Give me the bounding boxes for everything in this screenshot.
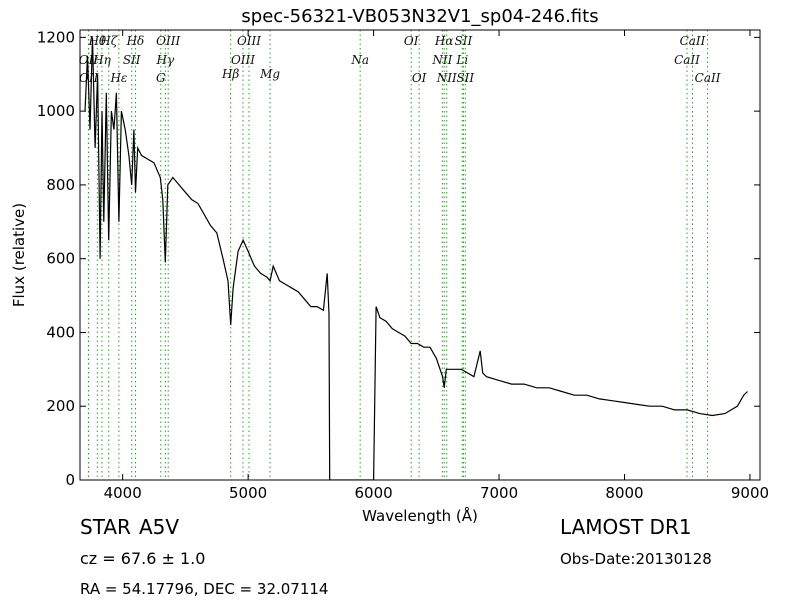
spectral-line-label: Hα (434, 34, 454, 48)
y-tick-label: 1200 (37, 28, 75, 46)
plot-frame (79, 29, 761, 481)
spectral-line-label: Hβ (221, 67, 239, 81)
spectral-line-label: NII (431, 53, 452, 67)
y-tick-label: 800 (46, 176, 75, 194)
annotation: Obs-Date:20130128 (560, 550, 712, 568)
y-tick-label: 200 (46, 397, 75, 415)
spectral-line-label: CaII (680, 34, 706, 48)
spectral-line-label: OIII (156, 34, 180, 48)
annotation: cz = 67.6 ± 1.0 (80, 549, 205, 568)
x-axis-label: Wavelength (Å) (362, 506, 478, 525)
spectral-line-label: Mg (259, 67, 280, 81)
y-tick-label: 0 (65, 471, 75, 489)
spectral-line-label: OIII (231, 53, 255, 67)
y-tick-label: 1000 (37, 102, 75, 120)
spectral-line-label: G (156, 71, 166, 85)
x-tick-label: 5000 (229, 484, 267, 502)
spectral-line-label: Hη (92, 53, 111, 67)
x-tick-label: 4000 (104, 484, 142, 502)
spectrum-line (84, 37, 748, 480)
annotation: RA = 54.17796, DEC = 32.07114 (80, 580, 328, 598)
y-tick-label: 400 (46, 323, 75, 341)
annotation: LAMOST DR1 (560, 515, 692, 539)
spectral-line-label: Hδ (126, 34, 145, 48)
spectral-line-label: OI (412, 71, 427, 85)
annotation: A5V (139, 515, 179, 539)
spectral-line-label: SII (456, 71, 474, 85)
spectral-line-label: CaII (695, 71, 721, 85)
spectral-line-label: SII (123, 53, 141, 67)
spectral-line-label: Li (455, 53, 468, 67)
spectral-line-label: Hζ (99, 34, 118, 48)
spectral-line-label: SII (455, 34, 473, 48)
spectral-line-label: Na (350, 53, 369, 67)
spectral-line-label: NII (436, 71, 457, 85)
x-tick-label: 9000 (731, 484, 769, 502)
x-tick-label: 7000 (480, 484, 518, 502)
chart-title: spec-56321-VB053N32V1_sp04-246.fits (241, 6, 598, 27)
spectral-line-label: Hγ (155, 53, 174, 67)
annotation: STAR (80, 515, 131, 539)
y-axis-label: Flux (relative) (10, 203, 28, 307)
spectral-line-label: CaII (674, 53, 700, 67)
y-tick-label: 600 (46, 250, 75, 268)
x-tick-label: 8000 (605, 484, 643, 502)
spectral-line-label: OI (404, 34, 419, 48)
spectral-line-label: OIII (237, 34, 261, 48)
x-tick-label: 6000 (354, 484, 392, 502)
spectral-line-label: Hε (109, 71, 127, 85)
